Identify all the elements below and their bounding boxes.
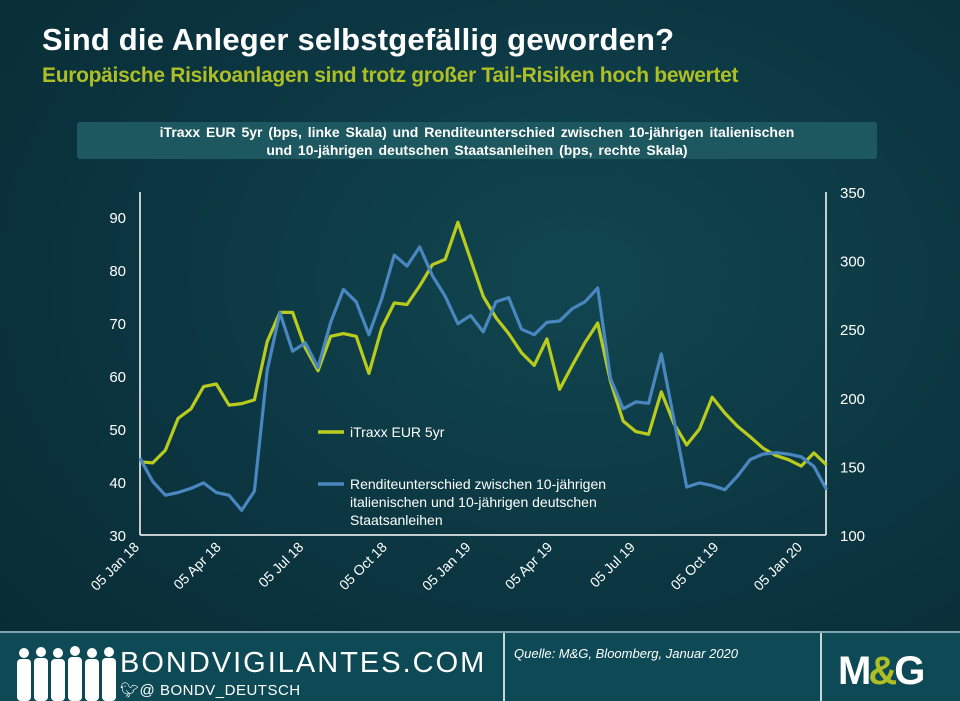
line-chart: 30 40 50 60 70 80 90 100 150 200 250 300 350 05 Jan 1…: [87, 185, 865, 594]
y-left-tick-label: 90: [109, 210, 126, 227]
y-left-tick-label: 30: [109, 528, 126, 545]
y-left-tick-label: 80: [109, 263, 126, 280]
y-left-tick-label: 70: [109, 316, 126, 333]
twitter-handle: 🐦︎@ BONDV_DEUTSCH: [120, 681, 301, 699]
x-tick-label: 05 Jan 20: [750, 539, 805, 594]
footer: BONDVIGILANTES.COM 🐦︎@ BONDV_DEUTSCH Que…: [0, 631, 960, 701]
x-tick-label: 05 Jul 18: [255, 539, 307, 591]
y-left-tick-label: 50: [109, 422, 126, 439]
x-tick-label: 05 Apr 19: [502, 539, 556, 593]
y-right-tick-label: 250: [840, 322, 865, 339]
twitter-icon: 🐦︎: [120, 682, 140, 699]
chart-title-line1: iTraxx EUR 5yr (bps, linke Skala) und Re…: [159, 124, 795, 140]
legend: iTraxx EUR 5yr Renditeunterschied zwische…: [318, 424, 606, 528]
chart-title-box: iTraxx EUR 5yr (bps, linke Skala) und Re…: [77, 122, 877, 159]
y-right-tick-label: 350: [840, 185, 865, 202]
y-left-tick-label: 40: [109, 475, 126, 492]
axes: 30 40 50 60 70 80 90 100 150 200 250 300 350 05 Jan 1…: [87, 185, 865, 594]
y-right-tick-label: 100: [840, 528, 865, 545]
footer-divider: [820, 633, 822, 701]
y-right-tick-label: 150: [840, 459, 865, 476]
people-silhouettes-icon: [17, 646, 116, 701]
legend-label-spread: Renditeunterschied zwischen 10-jährigen: [350, 476, 606, 492]
x-tick-label: 05 Apr 18: [170, 539, 224, 593]
chart-title-line2: und 10-jährigen deutschen Staatsanleihen…: [266, 142, 688, 158]
page-title: Sind die Anleger selbstgefällig geworden…: [42, 22, 675, 57]
mg-logo: M&G: [838, 649, 925, 693]
x-tick-label: 05 Jul 19: [587, 539, 639, 591]
y-right-tick-label: 200: [840, 391, 865, 408]
x-tick-label: 05 Oct 18: [336, 539, 390, 593]
footer-divider: [503, 633, 505, 701]
series-line-itraxx: [139, 220, 828, 468]
x-tick-label: 05 Jan 18: [87, 539, 142, 594]
x-tick-label: 05 Jan 19: [419, 539, 474, 594]
page-subtitle: Europäische Risikoanlagen sind trotz gro…: [42, 64, 739, 87]
y-right-tick-label: 300: [840, 254, 865, 271]
legend-label-spread: Staatsanleihen: [350, 512, 443, 528]
series-group: [138, 220, 829, 512]
legend-label-spread: italienischen und 10-jährigen deutschen: [350, 494, 597, 510]
twitter-handle-text: @ BONDV_DEUTSCH: [139, 682, 301, 699]
legend-label-itraxx: iTraxx EUR 5yr: [350, 424, 445, 440]
brand-name: BONDVIGILANTES.COM: [120, 647, 487, 679]
source-note: Quelle: M&G, Bloomberg, Januar 2020: [514, 646, 739, 661]
series-line-spread: [138, 245, 829, 512]
y-left-tick-label: 60: [109, 369, 126, 386]
x-tick-label: 05 Oct 19: [667, 539, 721, 593]
